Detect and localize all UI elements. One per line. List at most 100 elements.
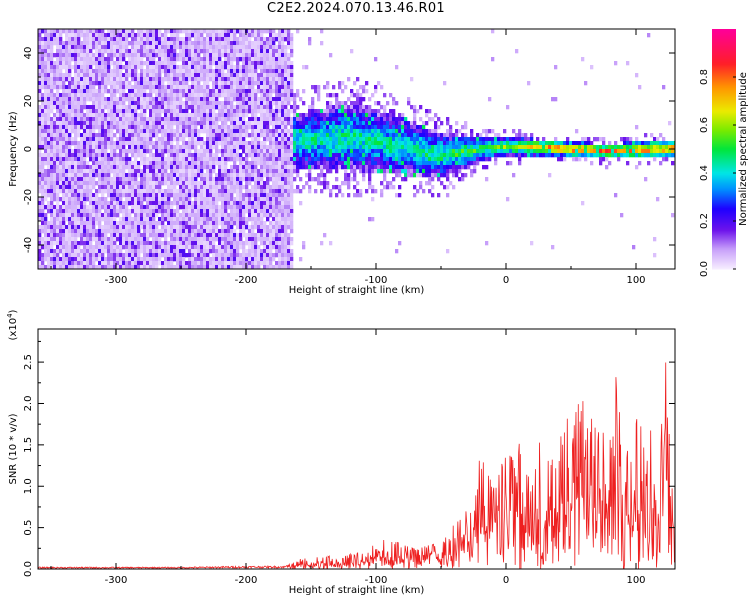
heatmap-cell [173,181,177,186]
heatmap-cell [197,53,201,58]
heatmap-cell [236,97,240,102]
heatmap-cell [56,205,60,210]
heatmap-cell [56,149,60,154]
heatmap-cell [53,93,57,98]
heatmap-cell [47,169,51,174]
heatmap-cell [251,45,255,50]
heatmap-cell [293,117,297,122]
heatmap-cell [62,29,66,34]
heatmap-cell [212,217,216,222]
heatmap-cell [146,53,150,58]
heatmap-cell [188,117,192,122]
heatmap-cell [170,241,174,246]
heatmap-cell [47,241,51,246]
heatmap-cell [251,57,255,62]
heatmap-cell [158,193,162,198]
heatmap-cell [149,41,153,46]
heatmap-cell [266,149,270,154]
heatmap-cell [134,41,138,46]
heatmap-cell [230,189,234,194]
heatmap-cell [62,221,66,226]
heatmap-cell [251,65,255,70]
heatmap-cell [71,45,75,50]
heatmap-cell [221,169,225,174]
heatmap-cell [62,65,66,70]
heatmap-cell [191,49,195,54]
heatmap-cell [80,133,84,138]
heatmap-cell [134,145,138,150]
heatmap-cell [170,53,174,58]
heatmap-cell [200,129,204,134]
heatmap-cell [119,233,123,238]
heatmap-cell [101,229,105,234]
heatmap-cell [128,157,132,162]
heatmap-cell [269,249,273,254]
heatmap-cell [98,165,102,170]
heatmap-cell [95,61,99,66]
heatmap-cell [83,173,87,178]
heatmap-cell [170,173,174,178]
heatmap-cell [227,125,231,130]
heatmap-cell [242,217,246,222]
heatmap-cell [152,121,156,126]
heatmap-cell [98,169,102,174]
heatmap-cell [281,73,285,78]
heatmap-cell [143,37,147,42]
heatmap-cell [59,53,63,58]
heatmap-cell [245,129,249,134]
heatmap-cell [125,117,129,122]
heatmap-cell [95,169,99,174]
heatmap-cell [155,81,159,86]
heatmap-cell [188,193,192,198]
heatmap-cell [137,117,141,122]
heatmap-cell [176,205,180,210]
heatmap-cell [101,237,105,242]
heatmap-cell [155,65,159,70]
heatmap-cell [86,129,90,134]
heatmap-cell [59,221,63,226]
heatmap-cell [53,85,57,90]
heatmap-cell [182,201,186,206]
heatmap-cell [152,201,156,206]
heatmap-cell [188,253,192,258]
heatmap-cell [152,257,156,262]
heatmap-cell [239,261,243,266]
heatmap-cell [191,153,195,158]
heatmap-cell [164,141,168,146]
heatmap-cell [113,257,117,262]
heatmap-cell [215,61,219,66]
heatmap-cell [149,33,153,38]
heatmap-cell [215,129,219,134]
heatmap-cell [287,69,291,74]
heatmap-cell [92,117,96,122]
heatmap-cell [119,157,123,162]
heatmap-cell [242,81,246,86]
heatmap-cell [122,73,126,78]
heatmap-cell [272,53,276,58]
heatmap-cell [86,49,90,54]
heatmap-cell [179,49,183,54]
heatmap-cell [92,81,96,86]
heatmap-cell [179,121,183,126]
heatmap-cell [134,265,138,269]
heatmap-cell [152,177,156,182]
heatmap-cell [308,185,312,190]
heatmap-cell [161,221,165,226]
heatmap-cell [233,161,237,166]
heatmap-cell [59,177,63,182]
heatmap-cell [134,209,138,214]
heatmap-cell [71,229,75,234]
heatmap-cell [182,217,186,222]
heatmap-cell [287,265,291,269]
heatmap-cell [218,265,222,269]
heatmap-cell [104,121,108,126]
heatmap-cell [56,221,60,226]
heatmap-cell [209,41,213,46]
heatmap-cell [209,157,213,162]
heatmap-cell [305,65,309,70]
heatmap-cell [293,101,297,106]
heatmap-cell [212,129,216,134]
heatmap-cell [98,41,102,46]
heatmap-cell [80,257,84,262]
heatmap-cell [281,205,285,210]
